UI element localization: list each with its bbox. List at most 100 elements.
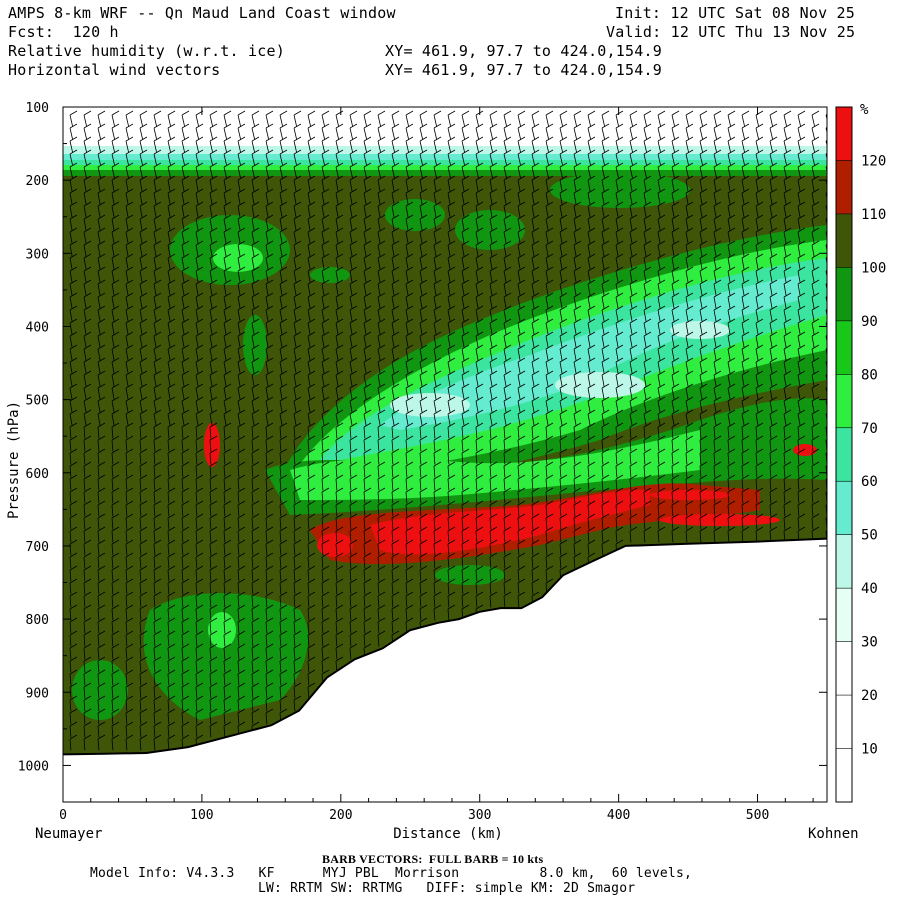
wind-barb	[83, 201, 92, 218]
wind-barb	[279, 474, 288, 491]
wind-barb	[335, 253, 344, 270]
wind-barb	[643, 396, 652, 413]
wind-barb	[447, 487, 456, 504]
wind-barb	[461, 149, 470, 166]
wind-barb	[615, 305, 624, 322]
wind-barb	[741, 500, 750, 517]
wind-barb	[489, 383, 498, 400]
wind-barb	[517, 461, 526, 478]
wind-barb	[783, 487, 792, 504]
wind-barb	[293, 266, 302, 283]
wind-barb	[237, 344, 246, 361]
wind-barb	[699, 110, 708, 127]
wind-barb	[391, 422, 400, 439]
wind-barb	[293, 565, 302, 582]
wind-barb	[643, 331, 652, 348]
wind-barb	[237, 513, 246, 530]
wind-barb	[433, 331, 442, 348]
wind-barb	[629, 318, 638, 335]
wind-barb	[139, 318, 148, 335]
wind-barb	[139, 240, 148, 257]
wind-barb	[237, 422, 246, 439]
wind-barb	[559, 500, 568, 517]
wind-barb	[251, 331, 260, 348]
wind-barb	[111, 591, 120, 608]
wind-barb	[685, 149, 694, 166]
colorbar-swatch	[836, 588, 852, 642]
wind-barb	[671, 188, 680, 205]
wind-barb	[293, 487, 302, 504]
wind-barb	[265, 227, 274, 244]
wind-barb	[797, 487, 806, 504]
wind-barb	[307, 643, 316, 660]
wind-barb	[237, 552, 246, 569]
wind-barb	[125, 370, 134, 387]
wind-barb	[83, 253, 92, 270]
wind-barb	[195, 136, 204, 153]
wind-barb	[601, 201, 610, 218]
wind-barb	[391, 526, 400, 543]
wind-barb	[391, 188, 400, 205]
wind-barb	[433, 318, 442, 335]
wind-barb	[587, 370, 596, 387]
wind-barb	[811, 214, 820, 231]
wind-barb	[279, 370, 288, 387]
wind-barb	[713, 318, 722, 335]
wind-barb	[195, 500, 204, 517]
wind-barb	[615, 526, 624, 543]
wind-barb	[405, 422, 414, 439]
wind-barb	[475, 331, 484, 348]
wind-barb	[153, 565, 162, 582]
wind-barb	[349, 396, 358, 413]
wind-barb	[363, 344, 372, 361]
wind-barb	[489, 227, 498, 244]
wind-barb	[489, 318, 498, 335]
wind-barb	[769, 435, 778, 452]
wind-barb	[405, 565, 414, 582]
wind-barb	[475, 201, 484, 218]
wind-barb	[363, 318, 372, 335]
wind-barb	[377, 201, 386, 218]
wind-barb	[97, 474, 106, 491]
wind-barb	[307, 331, 316, 348]
wind-barb	[69, 474, 78, 491]
wind-barb	[279, 435, 288, 452]
wind-barb	[97, 565, 106, 582]
wind-barb	[573, 227, 582, 244]
wind-barb	[209, 721, 218, 738]
wind-barb	[69, 331, 78, 348]
wind-barb	[125, 136, 134, 153]
wind-barb	[573, 331, 582, 348]
wind-barb	[111, 188, 120, 205]
wind-barb	[111, 162, 120, 179]
wind-barb	[671, 162, 680, 179]
wind-barb	[153, 513, 162, 530]
wind-barb	[559, 214, 568, 231]
wind-barb	[489, 370, 498, 387]
wind-barb	[251, 578, 260, 595]
wind-barb	[475, 149, 484, 166]
wind-barb	[503, 123, 512, 140]
wind-barb	[377, 305, 386, 322]
wind-barb	[377, 123, 386, 140]
wind-barb	[391, 461, 400, 478]
wind-barb	[713, 214, 722, 231]
wind-barb	[111, 435, 120, 452]
wind-barb	[97, 669, 106, 686]
wind-barb	[321, 656, 330, 673]
wind-barb	[97, 357, 106, 374]
wind-barb	[727, 214, 736, 231]
wind-barb	[97, 695, 106, 712]
wind-barb	[139, 162, 148, 179]
wind-barb	[713, 110, 722, 127]
wind-barb	[111, 305, 120, 322]
wind-barb	[447, 383, 456, 400]
wind-barb	[111, 370, 120, 387]
wind-barb	[223, 461, 232, 478]
wind-barb	[559, 435, 568, 452]
wind-barb	[335, 214, 344, 231]
colorbar-label: 80	[861, 367, 878, 383]
wind-barb	[237, 240, 246, 257]
wind-barb	[377, 448, 386, 465]
wind-barb	[545, 227, 554, 244]
